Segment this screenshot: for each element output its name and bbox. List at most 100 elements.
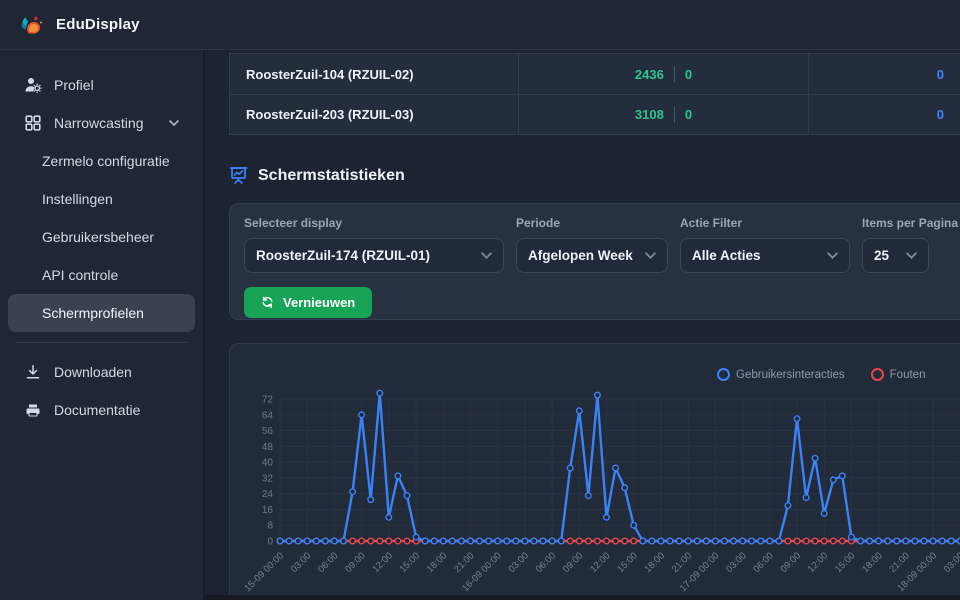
- legend-item-gebruikersinteracties[interactable]: Gebruikersinteracties: [717, 368, 845, 381]
- blue-stat-cell: 0: [809, 95, 960, 134]
- display-name-cell: RoosterZuil-104 (RZUIL-02): [230, 54, 519, 94]
- table-row: RoosterZuil-104 (RZUIL-02) 2436 0 0: [230, 54, 960, 94]
- app-title: EduDisplay: [56, 16, 140, 33]
- sidebar-item-label: Profiel: [54, 77, 94, 93]
- svg-text:18:00: 18:00: [425, 550, 450, 575]
- chart-legend: Gebruikersinteracties Fouten: [717, 368, 925, 381]
- display-name-cell: RoosterZuil-203 (RZUIL-03): [230, 95, 519, 134]
- display-select-value: RoosterZuil-174 (RZUIL-01): [256, 248, 431, 263]
- sidebar-item-schermprofielen[interactable]: Schermprofielen: [8, 294, 195, 332]
- sidebar-item-label: Documentatie: [54, 402, 141, 418]
- blue-stat-value: 0: [936, 66, 944, 82]
- field-label: Selecteer display: [244, 216, 343, 230]
- svg-text:15-09 00:00: 15-09 00:00: [242, 550, 286, 594]
- svg-text:48: 48: [262, 442, 274, 453]
- actie-filter-select[interactable]: Alle Acties: [680, 238, 850, 273]
- sidebar-item-label: API controle: [42, 267, 119, 283]
- periode-select-value: Afgelopen Week: [528, 248, 633, 263]
- legend-label: Fouten: [889, 368, 926, 381]
- sidebar-item-zermelo-configuratie[interactable]: Zermelo configuratie: [8, 142, 195, 180]
- topbar: EduDisplay: [0, 0, 960, 50]
- svg-text:72: 72: [262, 395, 274, 406]
- chevron-down-icon: [169, 120, 179, 126]
- svg-text:12:00: 12:00: [588, 550, 613, 575]
- svg-text:15:00: 15:00: [398, 550, 423, 575]
- periode-select[interactable]: Afgelopen Week: [516, 238, 668, 273]
- svg-text:15:00: 15:00: [833, 550, 858, 575]
- sidebar-item-label: Downloaden: [54, 364, 132, 380]
- svg-text:06:00: 06:00: [316, 550, 341, 575]
- svg-text:18:00: 18:00: [642, 550, 667, 575]
- table-row: RoosterZuil-203 (RZUIL-03) 3108 0 0: [230, 94, 960, 134]
- sidebar-item-label: Gebruikersbeheer: [42, 229, 155, 245]
- blue-stat-value: 0: [936, 107, 944, 122]
- download-icon: [24, 363, 42, 381]
- interactions-errors-cell: 2436 0: [519, 54, 809, 94]
- refresh-icon: [262, 296, 273, 309]
- display-stats-table: RoosterZuil-104 (RZUIL-02) 2436 0 0 Roos…: [229, 53, 960, 135]
- sidebar-item-profiel[interactable]: Profiel: [8, 66, 195, 104]
- svg-text:32: 32: [262, 473, 274, 484]
- field-items-per-pagina: Items per Pagina 25: [862, 216, 958, 273]
- svg-text:56: 56: [262, 426, 274, 437]
- sidebar-item-downloaden[interactable]: Downloaden: [8, 353, 195, 391]
- display-select[interactable]: RoosterZuil-174 (RZUIL-01): [244, 238, 504, 273]
- sidebar-item-label: Narrowcasting: [54, 115, 144, 131]
- blue-stat-cell: 0: [809, 54, 960, 94]
- svg-text:18:00: 18:00: [860, 550, 885, 575]
- legend-swatch-blue: [717, 368, 730, 381]
- actie-filter-select-value: Alle Acties: [692, 248, 761, 263]
- svg-text:8: 8: [267, 521, 273, 532]
- legend-label: Gebruikersinteracties: [736, 368, 845, 381]
- grid-icon: [24, 114, 42, 132]
- sidebar-item-narrowcasting[interactable]: Narrowcasting: [8, 104, 195, 142]
- field-actie-filter: Actie Filter Alle Acties: [680, 216, 850, 273]
- secondary-value: 0: [684, 66, 693, 82]
- user-gear-icon: [24, 76, 42, 94]
- items-per-pagina-select-value: 25: [874, 248, 890, 263]
- chevron-down-icon: [906, 252, 917, 259]
- chevron-down-icon: [481, 252, 492, 259]
- filter-panel: Selecteer display RoosterZuil-174 (RZUIL…: [229, 203, 960, 320]
- section-header: Schermstatistieken: [229, 166, 405, 185]
- field-selecteer-display: Selecteer display RoosterZuil-174 (RZUIL…: [244, 216, 504, 273]
- svg-text:21:00: 21:00: [452, 550, 477, 575]
- field-periode: Periode Afgelopen Week: [516, 216, 668, 273]
- sidebar-item-label: Instellingen: [42, 191, 113, 207]
- interactions-value: 3108: [634, 107, 664, 122]
- legend-item-fouten[interactable]: Fouten: [870, 368, 926, 381]
- items-per-pagina-select[interactable]: 25: [862, 238, 929, 273]
- field-label: Items per Pagina: [862, 216, 959, 230]
- sidebar-divider: [16, 342, 187, 343]
- svg-text:0: 0: [267, 537, 273, 548]
- interactions-value: 2436: [634, 66, 664, 82]
- chevron-down-icon: [827, 252, 838, 259]
- rooster-logo-icon: [21, 15, 43, 34]
- svg-text:12:00: 12:00: [370, 550, 395, 575]
- legend-swatch-red: [870, 368, 884, 381]
- svg-text:03:00: 03:00: [289, 550, 314, 575]
- svg-text:64: 64: [262, 410, 274, 421]
- chart-panel: 0 8 16 24 32 40 48 56 64 72 15-09 00:00 03:00 06:00 0…: [229, 343, 960, 600]
- svg-text:06:00: 06:00: [751, 550, 776, 575]
- refresh-button-label: Vernieuwen: [283, 295, 356, 310]
- value-separator: [673, 66, 675, 82]
- sidebar-item-api-controle[interactable]: API controle: [8, 256, 195, 294]
- sidebar-item-instellingen[interactable]: Instellingen: [8, 180, 195, 218]
- svg-text:16: 16: [262, 505, 274, 516]
- sidebar: Profiel Narrowcasting Zermelo configurat…: [0, 50, 205, 600]
- horizontal-scrollbar[interactable]: [205, 595, 960, 600]
- printer-icon: [24, 401, 42, 419]
- field-label: Actie Filter: [680, 216, 743, 230]
- main-content: RoosterZuil-104 (RZUIL-02) 2436 0 0 Roos…: [205, 50, 960, 600]
- value-separator: [673, 106, 675, 123]
- sidebar-item-label: Zermelo configuratie: [42, 153, 170, 169]
- refresh-button[interactable]: Vernieuwen: [244, 287, 373, 318]
- chevron-down-icon: [645, 252, 656, 259]
- sidebar-item-gebruikersbeheer[interactable]: Gebruikersbeheer: [8, 218, 195, 256]
- svg-text:09:00: 09:00: [779, 550, 804, 575]
- sidebar-item-documentatie[interactable]: Documentatie: [8, 391, 195, 429]
- svg-text:12:00: 12:00: [806, 550, 831, 575]
- svg-text:24: 24: [262, 489, 274, 500]
